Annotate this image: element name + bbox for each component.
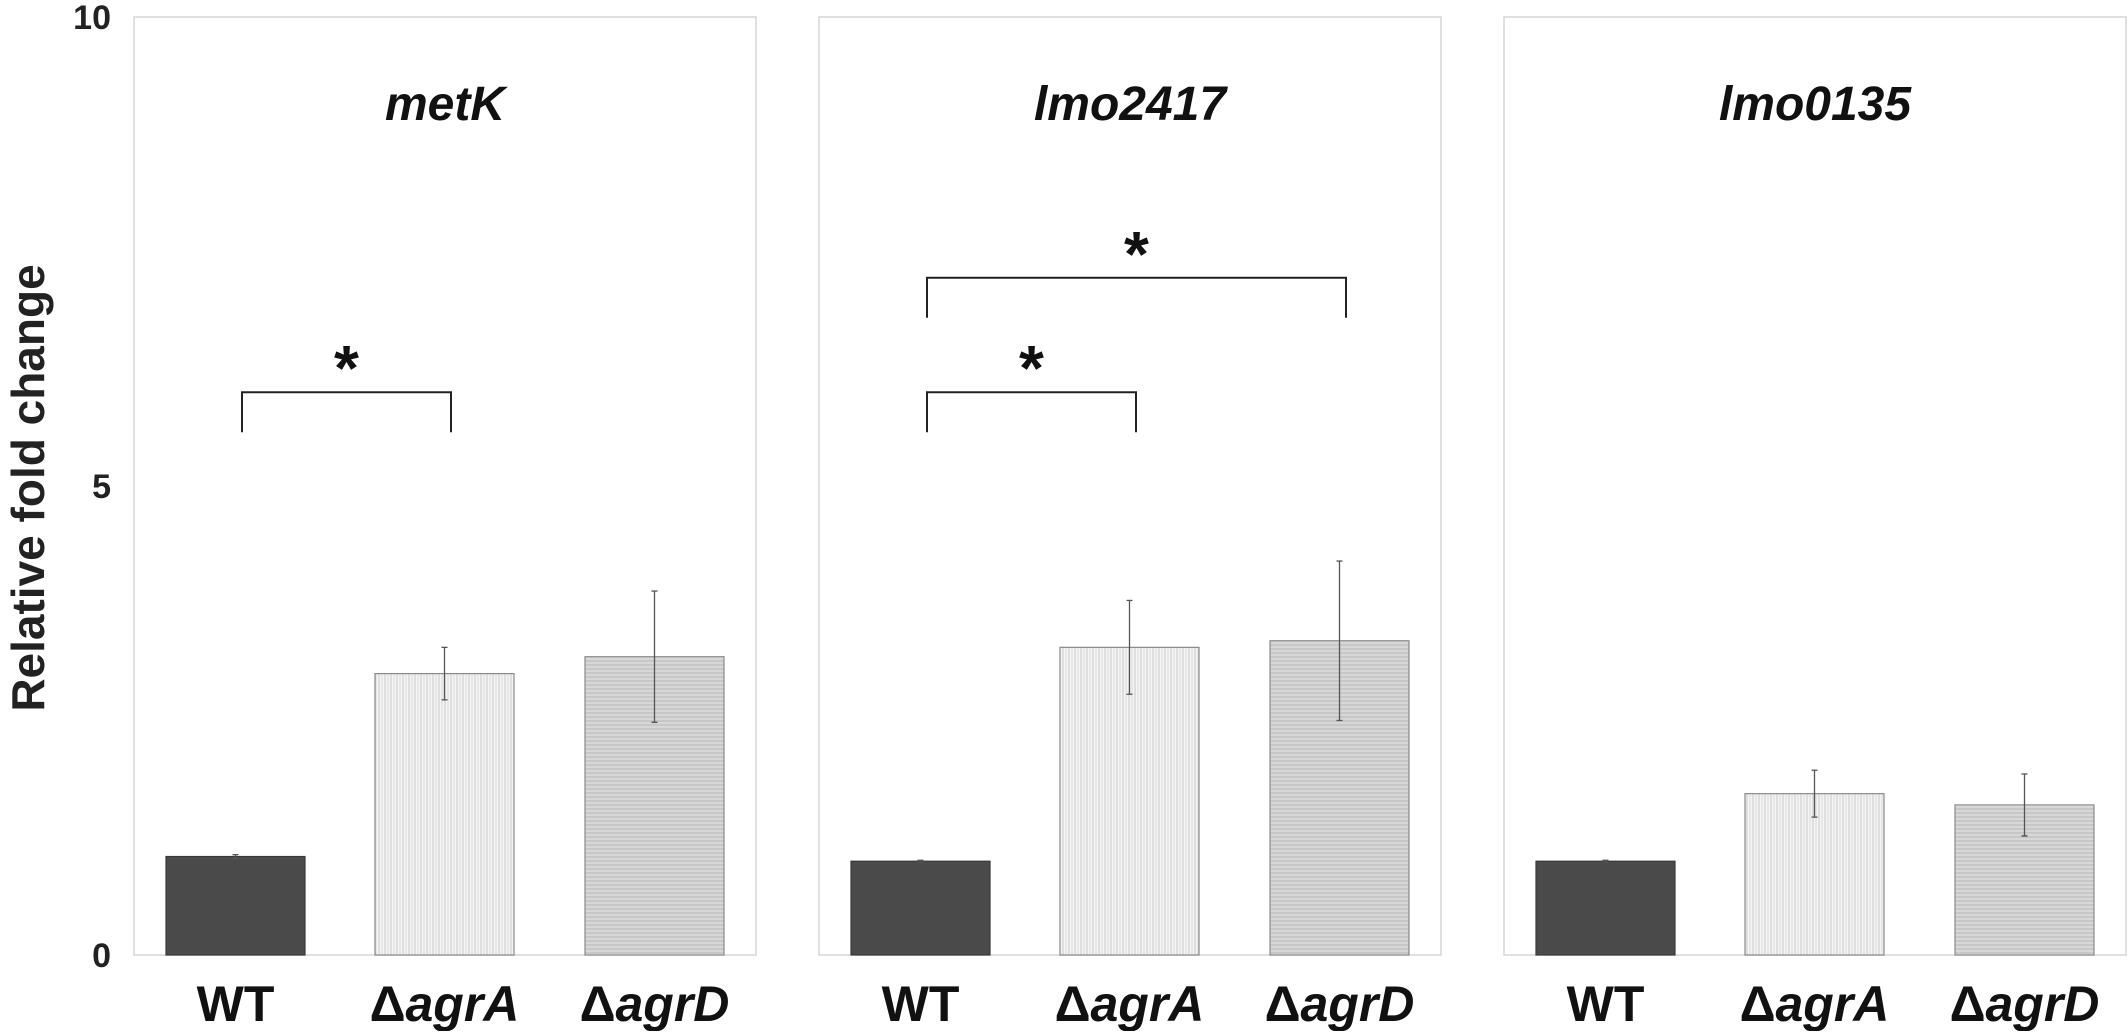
significance-star: *	[334, 332, 359, 404]
category-label-prefix: Δ	[1265, 976, 1301, 1031]
category-label-italic: agrA	[1091, 976, 1205, 1031]
category-label-plain: WT	[1567, 976, 1645, 1031]
error-bar	[441, 646, 448, 701]
category-label-prefix: Δ	[1740, 976, 1776, 1031]
significance-star: *	[1124, 218, 1149, 290]
category-label-italic: agrD	[1986, 976, 2100, 1031]
bar	[850, 860, 991, 956]
y-axis-ticks: 0 5 10	[73, 0, 111, 975]
bar	[1059, 646, 1200, 956]
y-tick-label: 5	[92, 468, 111, 506]
error-bar	[2021, 773, 2028, 837]
error-bar	[1126, 599, 1133, 695]
significance-bracket: *	[926, 218, 1347, 318]
category-label-italic: agrA	[1776, 976, 1890, 1031]
category-label-prefix: Δ	[580, 976, 616, 1031]
category-label: ΔagrA	[1740, 976, 1890, 1031]
category-label-italic: agrD	[1301, 976, 1415, 1031]
bar	[165, 855, 306, 956]
category-label: WT	[1567, 976, 1645, 1031]
error-bar	[1602, 859, 1609, 863]
category-label: ΔagrD	[580, 976, 730, 1031]
bar	[1744, 793, 1885, 956]
panel-title: metK	[385, 78, 508, 131]
error-bar	[651, 590, 658, 724]
error-bar	[917, 859, 924, 863]
category-label: ΔagrA	[370, 976, 520, 1031]
category-label: WT	[882, 976, 960, 1031]
bar	[374, 672, 515, 956]
category-label-prefix: Δ	[370, 976, 406, 1031]
bracket-line	[926, 391, 1137, 433]
error-bar	[1336, 560, 1343, 722]
error-bar	[1811, 769, 1818, 818]
bracket-line	[241, 391, 452, 433]
category-label-plain: WT	[197, 976, 275, 1031]
y-axis-label: Relative fold change	[2, 264, 54, 711]
category-label-italic: agrA	[406, 976, 520, 1031]
category-label-prefix: Δ	[1055, 976, 1091, 1031]
y-tick-label: 10	[73, 0, 111, 37]
category-label: WT	[197, 976, 275, 1031]
category-label-prefix: Δ	[1950, 976, 1986, 1031]
significance-star: *	[1019, 332, 1044, 404]
bar	[1535, 860, 1676, 956]
error-bar	[232, 853, 239, 860]
category-label: ΔagrD	[1950, 976, 2100, 1031]
y-tick-label: 0	[92, 937, 111, 975]
panel-title: lmo0135	[1719, 78, 1912, 131]
significance-bracket: *	[926, 332, 1137, 433]
significance-bracket: *	[241, 332, 452, 433]
panel-title: lmo2417	[1034, 78, 1228, 131]
category-label-plain: WT	[882, 976, 960, 1031]
category-label-italic: agrD	[616, 976, 730, 1031]
bracket-line	[926, 276, 1347, 318]
category-label: ΔagrA	[1055, 976, 1205, 1031]
category-label: ΔagrD	[1265, 976, 1415, 1031]
